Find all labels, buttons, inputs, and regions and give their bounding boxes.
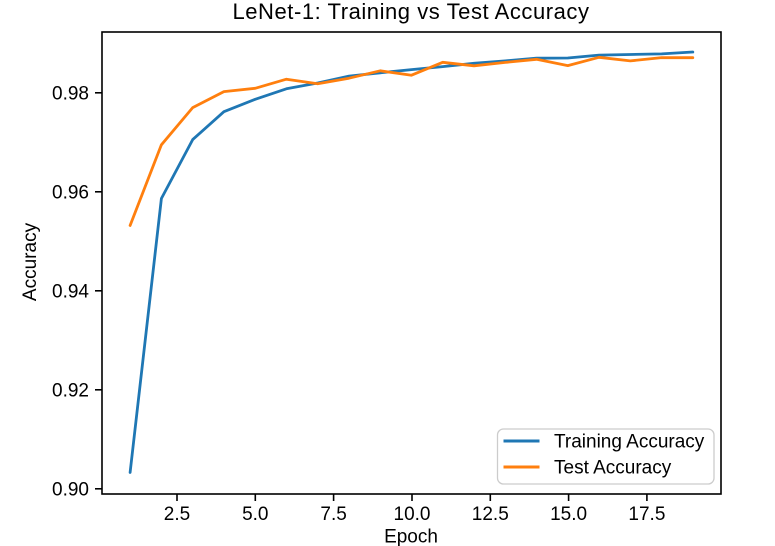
svg-text:10.0: 10.0: [394, 504, 431, 525]
svg-text:5.0: 5.0: [242, 504, 268, 525]
svg-text:0.90: 0.90: [52, 479, 89, 500]
svg-text:Epoch: Epoch: [384, 527, 438, 546]
svg-text:0.94: 0.94: [52, 281, 89, 302]
svg-text:17.5: 17.5: [628, 504, 665, 525]
svg-text:2.5: 2.5: [164, 504, 190, 525]
svg-text:LeNet-1: Training vs Test Accu: LeNet-1: Training vs Test Accuracy: [232, 0, 589, 24]
svg-text:0.98: 0.98: [52, 83, 89, 104]
svg-text:7.5: 7.5: [320, 504, 346, 525]
svg-text:Training Accuracy: Training Accuracy: [554, 432, 705, 453]
svg-text:12.5: 12.5: [472, 504, 509, 525]
svg-text:15.0: 15.0: [550, 504, 587, 525]
svg-text:0.96: 0.96: [52, 182, 89, 203]
svg-text:Accuracy: Accuracy: [20, 222, 41, 301]
svg-text:Test Accuracy: Test Accuracy: [554, 458, 672, 479]
svg-text:0.92: 0.92: [52, 380, 89, 401]
